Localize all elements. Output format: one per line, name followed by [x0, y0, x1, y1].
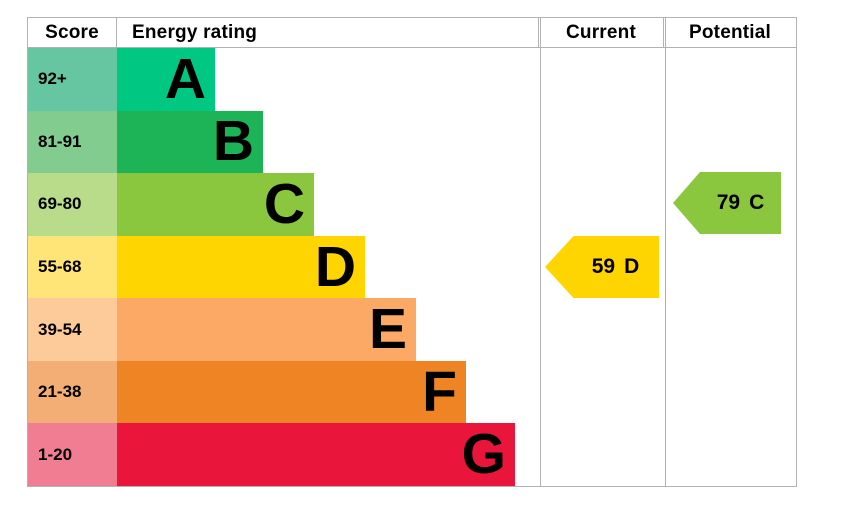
band-row-c: 69-80 C — [28, 173, 796, 236]
current-rating-arrow-icon: 59 D — [545, 236, 659, 298]
score-range-e: 39-54 — [28, 298, 117, 361]
table-header-row: Score Energy rating Current Potential — [28, 18, 796, 48]
band-bar-d: D — [117, 234, 365, 299]
band-bar-c: C — [117, 173, 314, 236]
band-bar-a: A — [117, 48, 215, 111]
band-bar-f: F — [117, 359, 466, 424]
potential-rating-score: 79 — [716, 191, 741, 214]
rating-bands: 92+ A 81-91 B 69-80 C 55-68 D 39-54 E 21… — [28, 48, 796, 487]
band-letter-b: B — [212, 109, 254, 174]
current-column-header: Current — [539, 18, 664, 47]
band-letter-e: E — [368, 297, 407, 362]
potential-column-divider — [665, 18, 666, 486]
band-letter-g: G — [461, 422, 506, 487]
score-range-d: 55-68 — [28, 235, 117, 299]
potential-rating-band: C — [749, 191, 765, 214]
band-row-a: 92+ A — [28, 48, 796, 111]
energy-rating-column-header: Energy rating — [117, 18, 539, 47]
band-row-b: 81-91 B — [28, 109, 796, 174]
score-range-b: 81-91 — [28, 110, 117, 174]
band-letter-c: C — [263, 171, 305, 236]
band-bar-g: G — [117, 422, 515, 487]
score-range-g: 1-20 — [28, 423, 117, 487]
band-letter-d: D — [314, 234, 356, 299]
score-column-header: Score — [28, 18, 117, 47]
current-rating-score: 59 — [591, 255, 616, 278]
band-letter-a: A — [164, 46, 206, 111]
score-range-c: 69-80 — [28, 173, 117, 236]
band-row-e: 39-54 E — [28, 298, 796, 361]
score-range-f: 21-38 — [28, 360, 117, 424]
band-letter-f: F — [422, 359, 457, 424]
current-column-divider — [540, 18, 541, 486]
band-bar-e: E — [117, 298, 416, 361]
band-bar-b: B — [117, 109, 263, 174]
current-rating-band: D — [624, 255, 640, 278]
band-row-d: 55-68 D — [28, 234, 796, 299]
band-row-f: 21-38 F — [28, 359, 796, 424]
band-row-g: 1-20 G — [28, 422, 796, 487]
score-range-a: 92+ — [28, 48, 117, 111]
potential-column-header: Potential — [688, 21, 772, 43]
rating-table: Score Energy rating Current Potential 92… — [27, 17, 797, 487]
